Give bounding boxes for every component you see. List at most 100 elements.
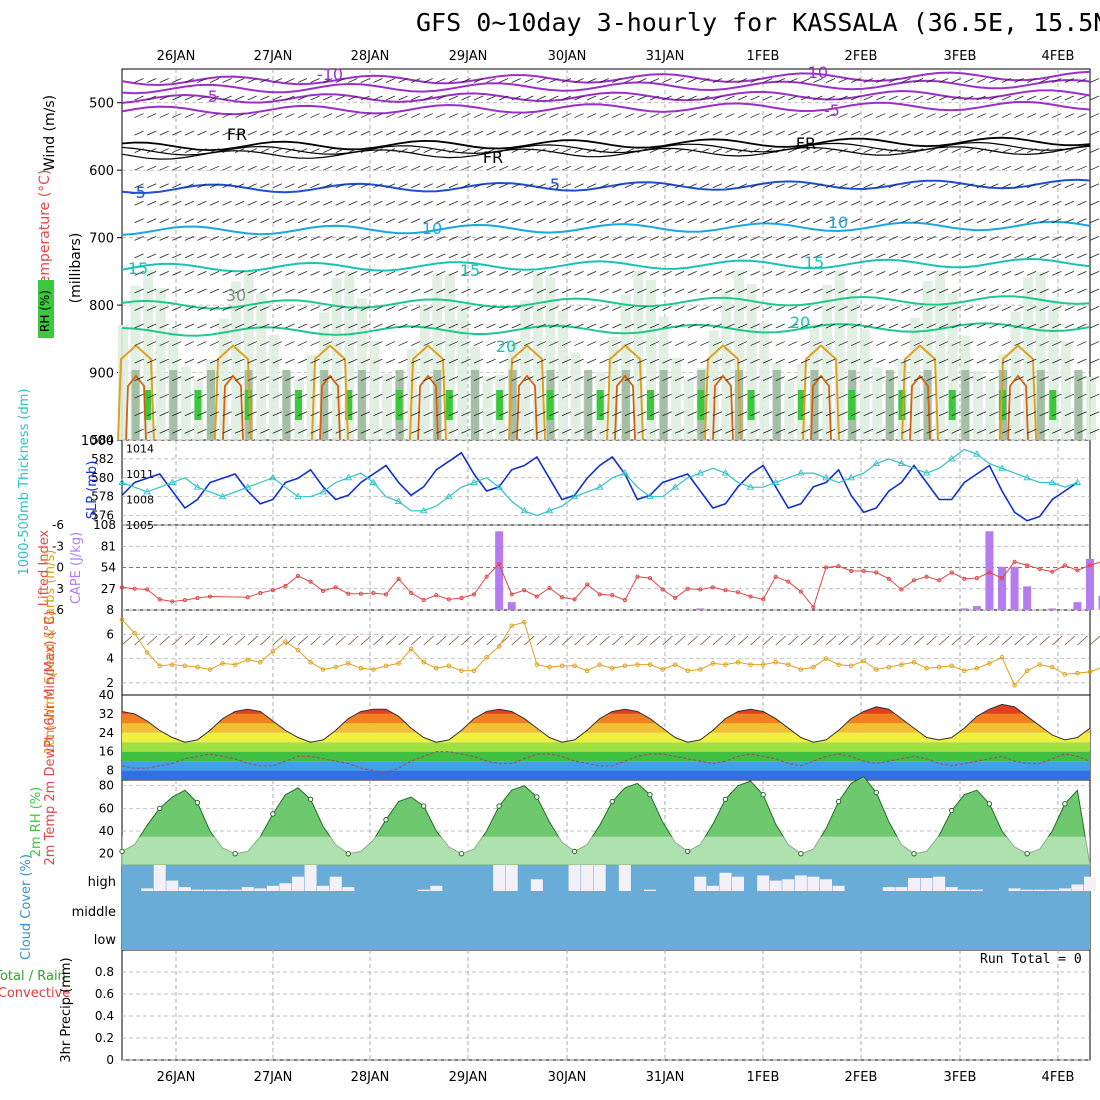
- rh-shade: [1023, 277, 1034, 440]
- wind-barb: [788, 323, 798, 329]
- thickness-marker: [696, 469, 705, 476]
- wind-barb: [297, 341, 308, 346]
- cloud-high-bar: [530, 879, 543, 891]
- wind-barb: [976, 235, 987, 241]
- wind-barb: [599, 235, 609, 241]
- wind-barb: [385, 306, 396, 311]
- rh-point: [647, 792, 653, 798]
- wind-barb: [926, 306, 936, 311]
- wind-barb: [662, 428, 672, 434]
- wind-barb-10m: [662, 635, 673, 646]
- wind-barb: [549, 358, 559, 364]
- wind-barb: [285, 306, 295, 311]
- wind-barb: [360, 358, 371, 364]
- wind-barb: [134, 393, 144, 399]
- wind-barb: [1039, 165, 1049, 171]
- cloud-high-bar: [769, 880, 782, 891]
- wind-barb: [348, 253, 358, 259]
- wind-barb: [976, 165, 987, 171]
- wind-barb: [197, 200, 207, 206]
- wind-barb: [247, 95, 257, 101]
- wind-barb: [385, 200, 396, 206]
- wind-barb: [272, 323, 283, 329]
- wind-barb: [938, 95, 949, 101]
- cloud-high-bar: [895, 887, 908, 891]
- lifted-index-point: [1062, 563, 1067, 568]
- wind-barb: [310, 200, 320, 206]
- wind-barb: [863, 271, 873, 276]
- wind-barb: [197, 78, 207, 83]
- lifted-index-point: [1025, 563, 1030, 568]
- wind-barb: [586, 148, 597, 154]
- temp-band: [122, 713, 1090, 724]
- wind-barb: [222, 148, 232, 154]
- wind-barb: [561, 78, 572, 83]
- wind-barb: [348, 200, 358, 206]
- lifted-index-point: [1012, 559, 1017, 564]
- wind-barb-10m: [624, 635, 636, 646]
- wind-barb: [624, 393, 635, 399]
- wind-barb: [159, 323, 169, 329]
- wind-barb-10m: [637, 635, 648, 646]
- wind-barb: [725, 113, 735, 118]
- wind-barb: [687, 235, 697, 241]
- wind-barb: [1064, 130, 1075, 136]
- thickness-marker: [621, 469, 629, 476]
- wind-barb: [247, 411, 257, 417]
- wind-barb: [209, 323, 220, 329]
- wind-barb: [146, 306, 157, 311]
- wind-speed-point: [1024, 668, 1030, 674]
- wind-barb: [1039, 358, 1049, 364]
- wind-barb: [637, 95, 647, 101]
- wind-barb: [1089, 95, 1100, 101]
- wind-barb: [473, 341, 484, 346]
- rh-shade-green: [697, 390, 705, 420]
- wind-barb: [913, 130, 924, 136]
- wind-barb: [951, 411, 961, 417]
- cloud-high-bar: [317, 885, 330, 891]
- lifted-index-point: [899, 587, 904, 592]
- wind-barb: [850, 130, 861, 136]
- wind-barb: [612, 165, 622, 171]
- slp-tick: 1011: [126, 468, 154, 481]
- wind-barb: [863, 358, 873, 364]
- wind-barb: [234, 130, 245, 136]
- wind-barb: [247, 218, 257, 224]
- wind-barb: [486, 78, 496, 83]
- wind-barb: [1001, 341, 1012, 346]
- wind-barb: [964, 200, 974, 206]
- wind-barb: [951, 253, 961, 259]
- wind-barb: [775, 218, 785, 224]
- wind-barb: [901, 341, 911, 346]
- wind-barb: [473, 148, 484, 154]
- wind-barb: [498, 130, 509, 136]
- precip-legend-convective: Convective: [0, 986, 70, 1001]
- cape-bar: [1048, 608, 1057, 610]
- wind-barb: [511, 200, 521, 206]
- wind-speed-point: [823, 656, 829, 661]
- wind-barb: [825, 200, 836, 206]
- wind-barb: [310, 428, 320, 434]
- wind-barb: [146, 200, 157, 206]
- wind-barb: [951, 358, 961, 364]
- wind-barb: [498, 113, 509, 118]
- wind-barb: [172, 341, 182, 346]
- wind-barb-10m: [788, 635, 799, 646]
- lifted-index-point: [911, 578, 917, 583]
- rh-shade: [947, 293, 958, 440]
- wind-barb: [1001, 323, 1012, 329]
- rh-shade-dark: [621, 370, 630, 440]
- wind-barb: [775, 183, 785, 189]
- wind-barb: [385, 253, 396, 259]
- wind-barb: [586, 376, 597, 382]
- wind-speed-point: [232, 662, 238, 667]
- wind-barb: [272, 235, 283, 241]
- wind-barb: [423, 428, 433, 434]
- rh-shade-dark: [885, 370, 894, 440]
- wind-barb: [913, 78, 924, 83]
- wind-barb: [951, 288, 961, 294]
- wind-barb-10m: [700, 635, 711, 646]
- wind-barb: [687, 428, 697, 434]
- wind-barb: [674, 95, 685, 101]
- wind-barb: [612, 235, 622, 241]
